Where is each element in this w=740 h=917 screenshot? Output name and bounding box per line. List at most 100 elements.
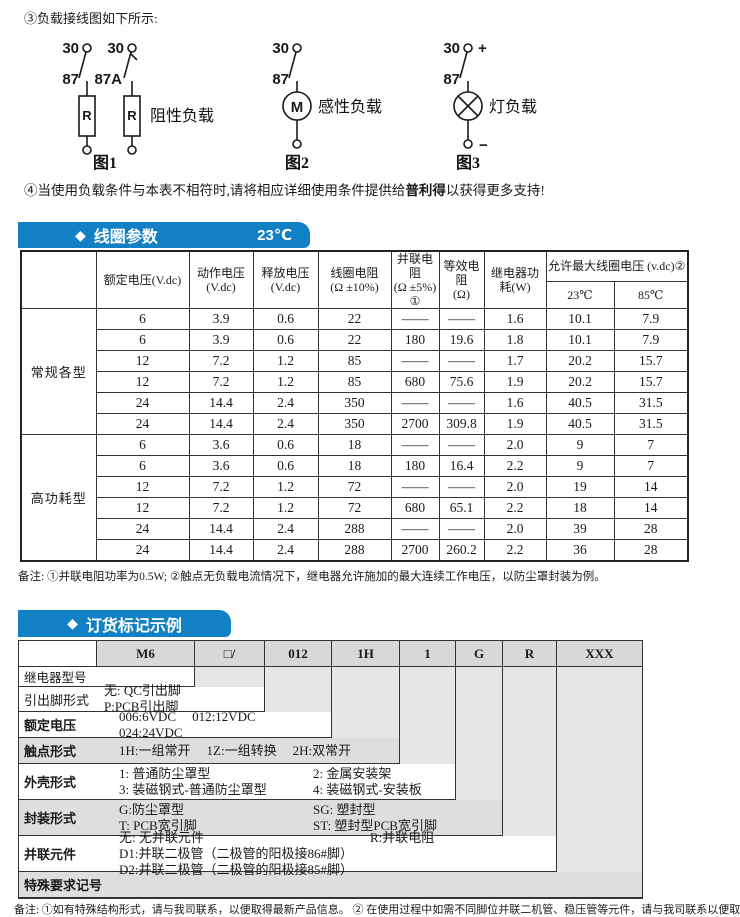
table-cell: —— xyxy=(438,476,485,498)
table-cell: —— xyxy=(390,392,440,414)
header-coil-resistance: 线圈电阻 (Ω ±10%) xyxy=(317,250,392,309)
table-cell: 2.4 xyxy=(252,539,319,562)
table-cell: 180 xyxy=(390,329,440,351)
order-row-case-type: 外壳形式 1: 普通防尘罩型 2: 金属安装架 3: 装磁钢式-普通防尘罩型 4: … xyxy=(19,764,456,800)
table-cell: 7.2 xyxy=(188,476,254,498)
option-item: R:并联电阻 xyxy=(370,829,435,845)
code-cell-special: XXX xyxy=(557,641,642,667)
table-cell: 7.2 xyxy=(188,350,254,372)
terminal-87-label: 87 xyxy=(443,71,460,88)
header-relay-power: 继电器功 耗(W) xyxy=(483,250,547,309)
table-cell: 1.9 xyxy=(483,413,547,435)
table-cell: 15.7 xyxy=(613,350,689,372)
table-cell: 22 xyxy=(317,329,392,351)
switch-contact xyxy=(288,51,297,79)
terminal-30-label: 30 xyxy=(62,40,79,57)
table-row: 12 7.2 1.2 72 680 65.1 2.2 18 14 xyxy=(21,497,689,519)
table-cell: 3.6 xyxy=(188,455,254,477)
option-item: 1: 普通防尘罩型 xyxy=(119,765,211,781)
load-type-label: 阻性负载 xyxy=(150,107,214,125)
option-item: P:PCB引出脚 xyxy=(104,699,179,714)
minus-sign: − xyxy=(479,137,488,154)
table-cell: 1.2 xyxy=(252,497,319,519)
table-cell: 288 xyxy=(317,518,392,540)
code-cell-pin: □/ xyxy=(195,641,265,667)
header-85c: 85℃ xyxy=(613,280,689,310)
table-cell: 18 xyxy=(317,434,392,456)
order-table-note: 备注: ①如有特殊结构形式，请与我司联系，以便取得最新产品信息。 ② 在使用过程… xyxy=(14,904,740,916)
table-cell: 22 xyxy=(317,308,392,330)
order-row-parallel-element: 并联元件 无: 无并联元件 R:并联电阻 D1:并联二极管（二极管的阳极接86#脚… xyxy=(19,830,557,877)
option-item: D1:并联二极管（二极管的阳极接86#脚） xyxy=(119,845,354,861)
table-cell: 85 xyxy=(317,350,392,372)
table-cell: 14.4 xyxy=(188,518,254,540)
table-cell: 309.8 xyxy=(438,413,485,435)
table-cell: 14.4 xyxy=(188,392,254,414)
option-item: SG: 塑封型 xyxy=(313,801,376,817)
table-cell: 15.7 xyxy=(613,371,689,393)
table-cell: 18 xyxy=(317,455,392,477)
code-cell-package: G xyxy=(456,641,503,667)
terminal-circle xyxy=(463,43,473,53)
fig1-diagram: 30 87 R 30 87A R 阻性负载 图1 xyxy=(62,40,214,172)
table-cell: 2.2 xyxy=(483,455,547,477)
option-item: T: PCB宽引脚 xyxy=(119,817,197,833)
order-row-rated-voltage: 额定电压 006:6VDC 012:12VDC 024:24VDC xyxy=(19,708,332,740)
table-cell: —— xyxy=(438,392,485,414)
table-cell: 19.6 xyxy=(438,329,485,351)
table-cell: 2.2 xyxy=(483,497,547,519)
switch-contact xyxy=(123,51,132,79)
table-cell: 1.9 xyxy=(483,371,547,393)
table-cell: 0.6 xyxy=(252,434,319,456)
table-cell: 1.6 xyxy=(483,308,547,330)
section-header-order: ◆ 订货标记示例 xyxy=(18,610,231,637)
table-cell: 1.6 xyxy=(483,392,547,414)
option-item: G:防尘罩型 xyxy=(119,801,185,817)
table-row: 高功耗型 6 3.6 0.6 18 —— —— 2.0 9 7 xyxy=(20,434,689,562)
header-23c: 23℃ xyxy=(545,280,615,310)
row-label: 额定电压 xyxy=(24,718,77,733)
table-cell: 7 xyxy=(613,434,689,456)
switch-contact xyxy=(78,51,87,79)
load-type-label: 灯负载 xyxy=(489,98,537,116)
plus-sign: + xyxy=(478,40,487,57)
coil-table-container: 额定电压(V.dc) 动作电压 (V.dc) 释放电压 (V.dc) 线圈电阻 … xyxy=(20,250,689,562)
group-label: 常规各型 xyxy=(20,308,97,435)
option-item: 4: 装磁钢式-安装板 xyxy=(313,781,422,797)
table-cell: 40.5 xyxy=(545,392,615,414)
table-row: 24 14.4 2.4 350 2700 309.8 1.9 40.5 31.5 xyxy=(21,413,689,435)
table-cell: 31.5 xyxy=(613,392,689,414)
option-item: 2: 金属安装架 xyxy=(313,765,392,781)
section-title: 订货标记示例 xyxy=(85,617,182,635)
option-item: 无: QC引出脚 xyxy=(104,683,181,698)
option-item: 012:12VDC xyxy=(192,708,256,724)
column-dropline xyxy=(399,667,400,738)
table-cell: 12 xyxy=(95,350,190,372)
table-cell: 14.4 xyxy=(188,413,254,435)
terminal-circle xyxy=(127,43,137,53)
terminal-87-label: 87 xyxy=(272,71,289,88)
note-text: ④当使用负载条件与本表不相符时,请将相应详细使用条件提供给 xyxy=(24,183,406,198)
table-cell: 680 xyxy=(390,371,440,393)
table-cell: 3.9 xyxy=(188,329,254,351)
table-cell: 28 xyxy=(613,539,689,562)
table-cell: —— xyxy=(390,308,440,330)
load-type-label: 感性负载 xyxy=(318,98,382,116)
section-header-coil: ◆ 线圈参数 23℃ xyxy=(18,222,310,248)
resistor-label: R xyxy=(82,108,92,123)
table-cell: 2.4 xyxy=(252,518,319,540)
option-item: ST: 塑封型PCB宽引脚 xyxy=(313,817,437,833)
temperature-label: 23℃ xyxy=(257,227,292,244)
table-cell: 7.2 xyxy=(188,371,254,393)
row-label: 外壳形式 xyxy=(24,775,77,790)
table-row: 常规各型 6 3.9 0.6 22 —— —— 1.6 10.1 7.9 xyxy=(20,308,689,435)
terminal-30-label: 30 xyxy=(443,40,460,57)
table-cell: 14 xyxy=(613,497,689,519)
coil-table-body: 常规各型 6 3.9 0.6 22 —— —— 1.6 10.1 7.9 6 3.9 0.6 22 180 1… xyxy=(20,308,689,562)
column-dropline xyxy=(264,667,265,687)
table-cell: 85 xyxy=(317,371,392,393)
table-cell: 7.2 xyxy=(188,497,254,519)
table-cell: —— xyxy=(438,308,485,330)
table-cell: 7.9 xyxy=(613,308,689,330)
note-load-condition: ④当使用负载条件与本表不相符时,请将相应详细使用条件提供给普利得以获得更多支持! xyxy=(24,179,545,199)
